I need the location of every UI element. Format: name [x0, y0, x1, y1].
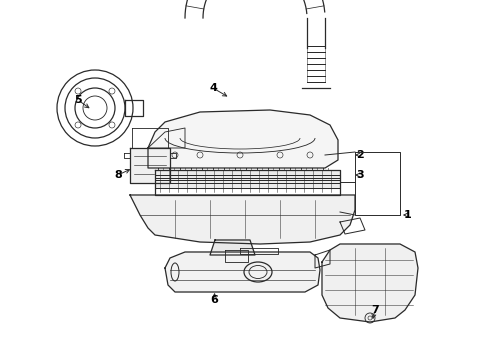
Text: 1: 1 [404, 210, 412, 220]
Polygon shape [130, 195, 355, 244]
Polygon shape [210, 240, 255, 255]
Text: 7: 7 [371, 305, 379, 315]
Polygon shape [148, 110, 338, 168]
Text: 3: 3 [356, 170, 364, 180]
Polygon shape [155, 175, 340, 183]
Polygon shape [155, 170, 340, 178]
Text: 2: 2 [356, 150, 364, 160]
Polygon shape [155, 180, 340, 188]
Text: 5: 5 [74, 95, 82, 105]
Text: 4: 4 [209, 83, 217, 93]
Polygon shape [130, 148, 170, 183]
Polygon shape [165, 252, 320, 292]
Polygon shape [322, 244, 418, 322]
Text: 8: 8 [114, 170, 122, 180]
Text: 6: 6 [210, 295, 218, 305]
